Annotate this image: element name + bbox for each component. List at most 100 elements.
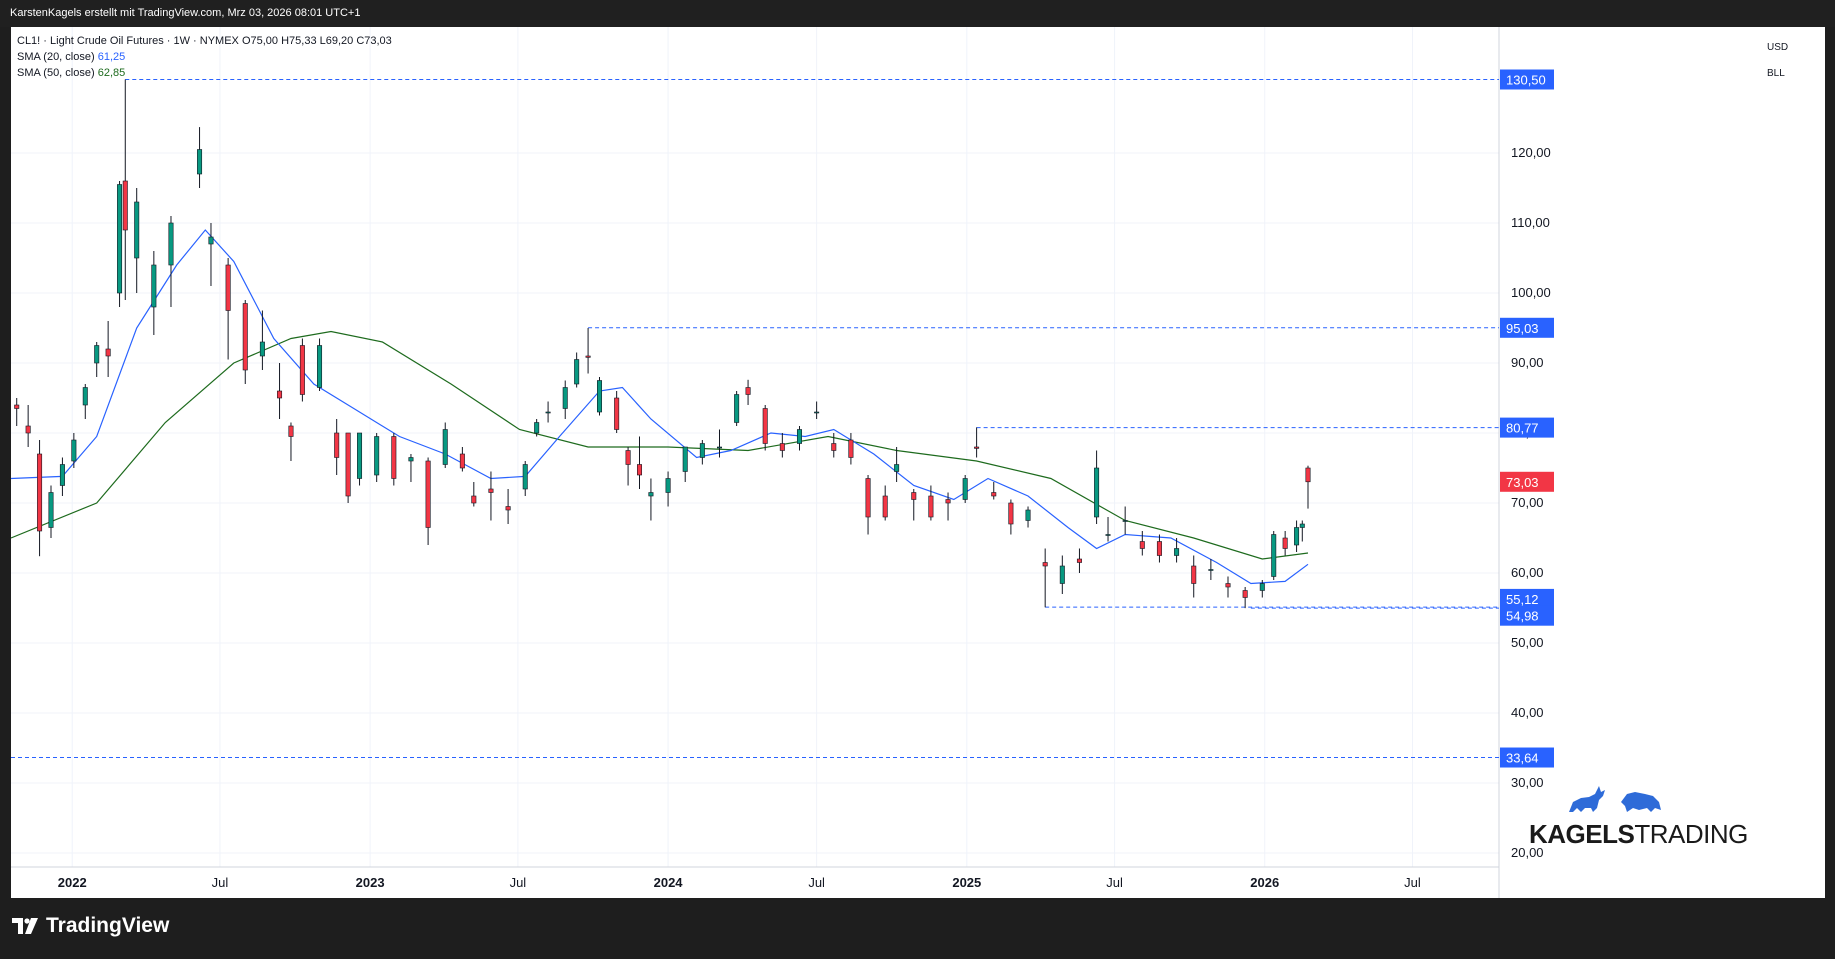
sma50-value: 62,85 [97, 67, 126, 79]
candle-body [94, 345, 100, 364]
sma20-legend: SMA (20, close) 61,25 [17, 49, 392, 65]
candle-body [1094, 467, 1100, 518]
time-tick-label: Jul [510, 875, 527, 890]
price-tick-label: 110,00 [1511, 215, 1550, 230]
candle-body [459, 453, 465, 469]
candle-body [1208, 569, 1214, 571]
candle-body [345, 432, 351, 497]
tradingview-logo-icon [12, 918, 38, 934]
candle-body [471, 495, 477, 504]
price-tick-label: 60,00 [1511, 565, 1544, 580]
candle-body [505, 506, 511, 511]
symbol-line: CL1! · Light Crude Oil Futures · 1W · NY… [17, 35, 392, 47]
candle-body [762, 408, 768, 444]
candle-body [48, 492, 54, 528]
last-price-tag: 73,03 [1506, 475, 1539, 490]
level-price-tag-bg [1500, 69, 1554, 90]
candle-body [796, 429, 802, 444]
price-tick-label: 120,00 [1511, 145, 1551, 160]
candle-body [1059, 565, 1065, 584]
candle-body [1225, 583, 1231, 588]
price-tick-label: 30,00 [1511, 775, 1544, 790]
level-price-tag-bg [1500, 417, 1554, 438]
candle-body [59, 464, 65, 486]
time-tick-label: 2026 [1250, 875, 1279, 890]
candle-body [716, 446, 722, 449]
candle-body [408, 457, 414, 462]
candle-body [488, 488, 494, 493]
attribution-text: KarstenKagels erstellt mit TradingView.c… [10, 7, 361, 19]
candle-body [637, 464, 643, 476]
level-price-tag: 130,50 [1506, 73, 1546, 88]
price-tick-label: 70,00 [1511, 495, 1544, 510]
candle-body [779, 443, 785, 451]
sma20-label: SMA (20, close) [17, 51, 95, 63]
candle-body [574, 359, 580, 385]
price-tick-label: 90,00 [1511, 355, 1544, 370]
candle-body [894, 464, 900, 472]
time-tick-label: Jul [212, 875, 229, 890]
level-price-tag: 55,12 [1506, 592, 1539, 607]
sma50-label: SMA (50, close) [17, 67, 95, 79]
time-tick-label: 2023 [356, 875, 385, 890]
candle-body [1025, 509, 1031, 521]
logo-text-bold: KAGELS [1529, 819, 1635, 849]
candle-body [699, 443, 705, 458]
level-price-tag-bg [1500, 317, 1554, 338]
candle-body [625, 450, 631, 465]
candle-body [682, 446, 688, 472]
candle-body [1156, 541, 1162, 556]
candle-body [962, 478, 968, 500]
attribution-bar: KarstenKagels erstellt mit TradingView.c… [0, 0, 1835, 27]
candle-body [168, 222, 174, 266]
candle-body [197, 149, 203, 175]
tradingview-brand[interactable]: TradingView [12, 914, 169, 938]
level-price-tag: 33,64 [1506, 751, 1539, 766]
candle-body [1191, 565, 1197, 584]
time-tick-label: 2022 [58, 875, 87, 890]
time-tick-label: 2024 [654, 875, 684, 890]
candle-body [1294, 527, 1300, 546]
candle-body [1305, 467, 1311, 483]
candle-body [665, 478, 671, 493]
candle-body [1008, 502, 1014, 525]
candle-body [1271, 534, 1277, 577]
last-price-tag-bg [1500, 471, 1554, 492]
candle-body [442, 429, 448, 465]
candle-body [1174, 548, 1180, 556]
candle-body [425, 460, 431, 528]
candle-body [882, 495, 888, 518]
candle-body [945, 499, 951, 504]
price-chart[interactable]: 20,0030,0040,0050,0060,0070,0080,0090,00… [11, 27, 1825, 898]
candle-body [1042, 562, 1048, 567]
candle-body [277, 390, 283, 399]
volume-unit: BLL [1767, 68, 1785, 79]
candle-body [614, 397, 620, 430]
level-price-tag-bg [1500, 605, 1554, 626]
candle-body [585, 355, 591, 358]
axis-units: USD BLL [1767, 35, 1788, 87]
logo-text: KAGELSTRADING [1529, 819, 1748, 850]
candle-body [208, 236, 214, 245]
candle-body [1282, 537, 1288, 549]
sma50-legend: SMA (50, close) 62,85 [17, 65, 392, 81]
time-tick-label: Jul [1106, 875, 1123, 890]
bull-bear-logo-icon [1569, 786, 1661, 812]
candle-body [1259, 583, 1265, 591]
candle-body [37, 453, 43, 532]
candle-body [225, 264, 231, 311]
candle-body [151, 264, 157, 308]
candle-body [522, 464, 528, 490]
candle-body [357, 432, 363, 479]
sma20-line [11, 229, 1309, 585]
candle-body [134, 201, 140, 259]
chart-area[interactable]: 20,0030,0040,0050,0060,0070,0080,0090,00… [11, 27, 1825, 898]
candle-body [831, 443, 837, 451]
candle-body [391, 436, 397, 479]
candle-body [334, 432, 340, 458]
candle-body [122, 180, 128, 231]
candle-body [1139, 541, 1145, 549]
level-price-tag-bg [1500, 588, 1554, 609]
candle-body [928, 495, 934, 518]
candle-body [105, 348, 111, 357]
